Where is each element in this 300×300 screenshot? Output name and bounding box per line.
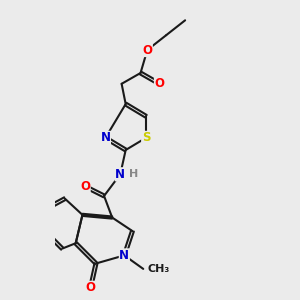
Text: S: S bbox=[142, 131, 150, 144]
Text: N: N bbox=[115, 168, 125, 181]
Text: N: N bbox=[100, 131, 110, 144]
Text: O: O bbox=[142, 44, 152, 56]
Text: O: O bbox=[154, 77, 164, 90]
Text: N: N bbox=[119, 249, 129, 262]
Text: O: O bbox=[80, 180, 90, 193]
Text: H: H bbox=[129, 169, 138, 179]
Text: O: O bbox=[85, 281, 96, 294]
Text: CH₃: CH₃ bbox=[147, 264, 170, 274]
